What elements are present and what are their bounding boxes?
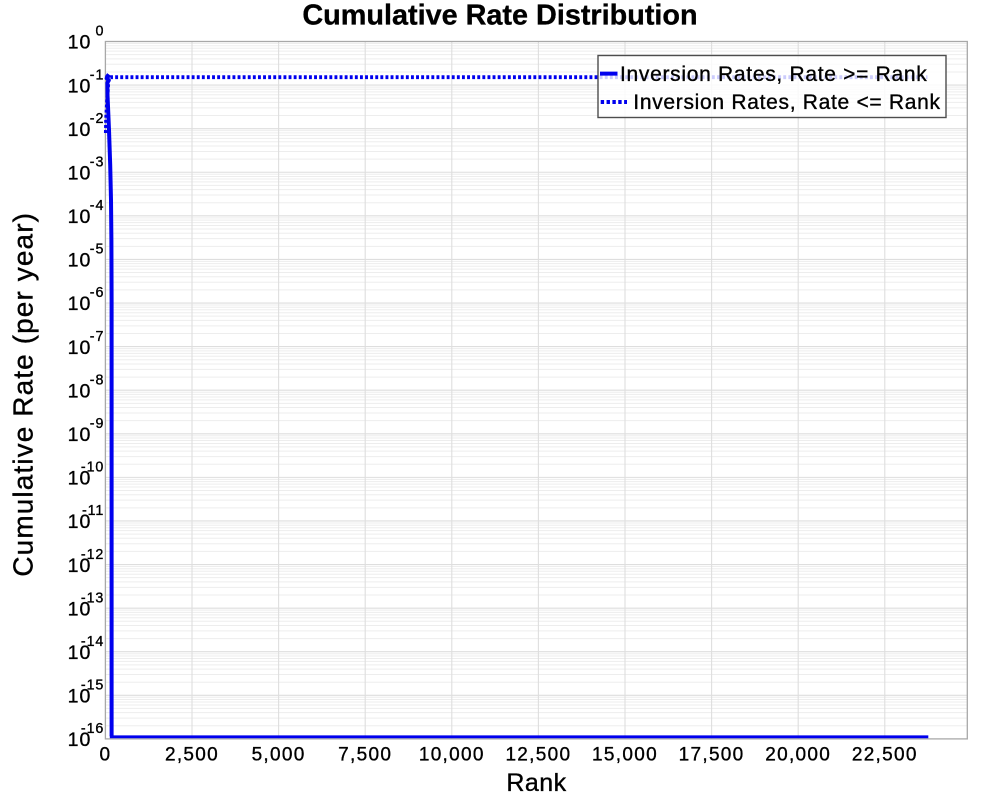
svg-text:2,500: 2,500 xyxy=(165,745,219,766)
svg-text:10: 10 xyxy=(68,598,92,620)
svg-text:-9: -9 xyxy=(90,416,105,432)
svg-text:15,000: 15,000 xyxy=(592,745,658,766)
svg-text:-8: -8 xyxy=(90,372,105,388)
svg-text:7,500: 7,500 xyxy=(338,745,392,766)
svg-text:10: 10 xyxy=(68,380,92,402)
svg-text:10: 10 xyxy=(68,293,92,315)
svg-text:-1: -1 xyxy=(90,67,105,83)
svg-text:10,000: 10,000 xyxy=(419,745,485,766)
svg-text:17,500: 17,500 xyxy=(679,745,745,766)
svg-text:12,500: 12,500 xyxy=(505,745,571,766)
svg-text:-5: -5 xyxy=(90,242,105,258)
svg-text:0: 0 xyxy=(99,745,111,766)
svg-text:-12: -12 xyxy=(81,547,104,563)
svg-text:-15: -15 xyxy=(81,678,104,694)
svg-text:10: 10 xyxy=(68,250,92,272)
svg-text:-14: -14 xyxy=(81,634,104,650)
svg-text:0: 0 xyxy=(95,24,104,40)
svg-text:10: 10 xyxy=(68,337,92,359)
svg-text:Inversion Rates, Rate >= Rank: Inversion Rates, Rate >= Rank xyxy=(620,63,927,86)
svg-text:10: 10 xyxy=(68,206,92,228)
svg-text:10: 10 xyxy=(68,162,92,184)
svg-text:10: 10 xyxy=(68,729,92,751)
svg-text:-7: -7 xyxy=(90,329,105,345)
svg-text:Cumulative Rate (per year): Cumulative Rate (per year) xyxy=(8,212,39,577)
svg-text:10: 10 xyxy=(68,119,92,141)
svg-text:-4: -4 xyxy=(90,198,105,214)
svg-text:-13: -13 xyxy=(81,590,104,606)
svg-text:-6: -6 xyxy=(90,285,105,301)
svg-text:Inversion Rates, Rate <= Rank: Inversion Rates, Rate <= Rank xyxy=(633,91,940,114)
svg-text:10: 10 xyxy=(68,424,92,446)
svg-text:10: 10 xyxy=(68,32,92,54)
svg-text:10: 10 xyxy=(68,75,92,97)
svg-text:10: 10 xyxy=(68,555,92,577)
svg-text:-16: -16 xyxy=(81,721,104,737)
svg-text:-2: -2 xyxy=(90,111,105,127)
svg-text:-11: -11 xyxy=(82,503,104,519)
svg-text:5,000: 5,000 xyxy=(252,745,306,766)
svg-text:Cumulative Rate Distribution: Cumulative Rate Distribution xyxy=(302,0,697,32)
svg-text:22,500: 22,500 xyxy=(852,745,918,766)
svg-text:10: 10 xyxy=(68,468,92,490)
svg-text:-10: -10 xyxy=(81,460,104,476)
svg-text:Rank: Rank xyxy=(506,769,566,797)
svg-text:10: 10 xyxy=(68,686,92,708)
svg-text:-3: -3 xyxy=(90,154,105,170)
svg-text:10: 10 xyxy=(68,511,92,533)
svg-text:10: 10 xyxy=(68,642,92,664)
svg-text:20,000: 20,000 xyxy=(765,745,831,766)
